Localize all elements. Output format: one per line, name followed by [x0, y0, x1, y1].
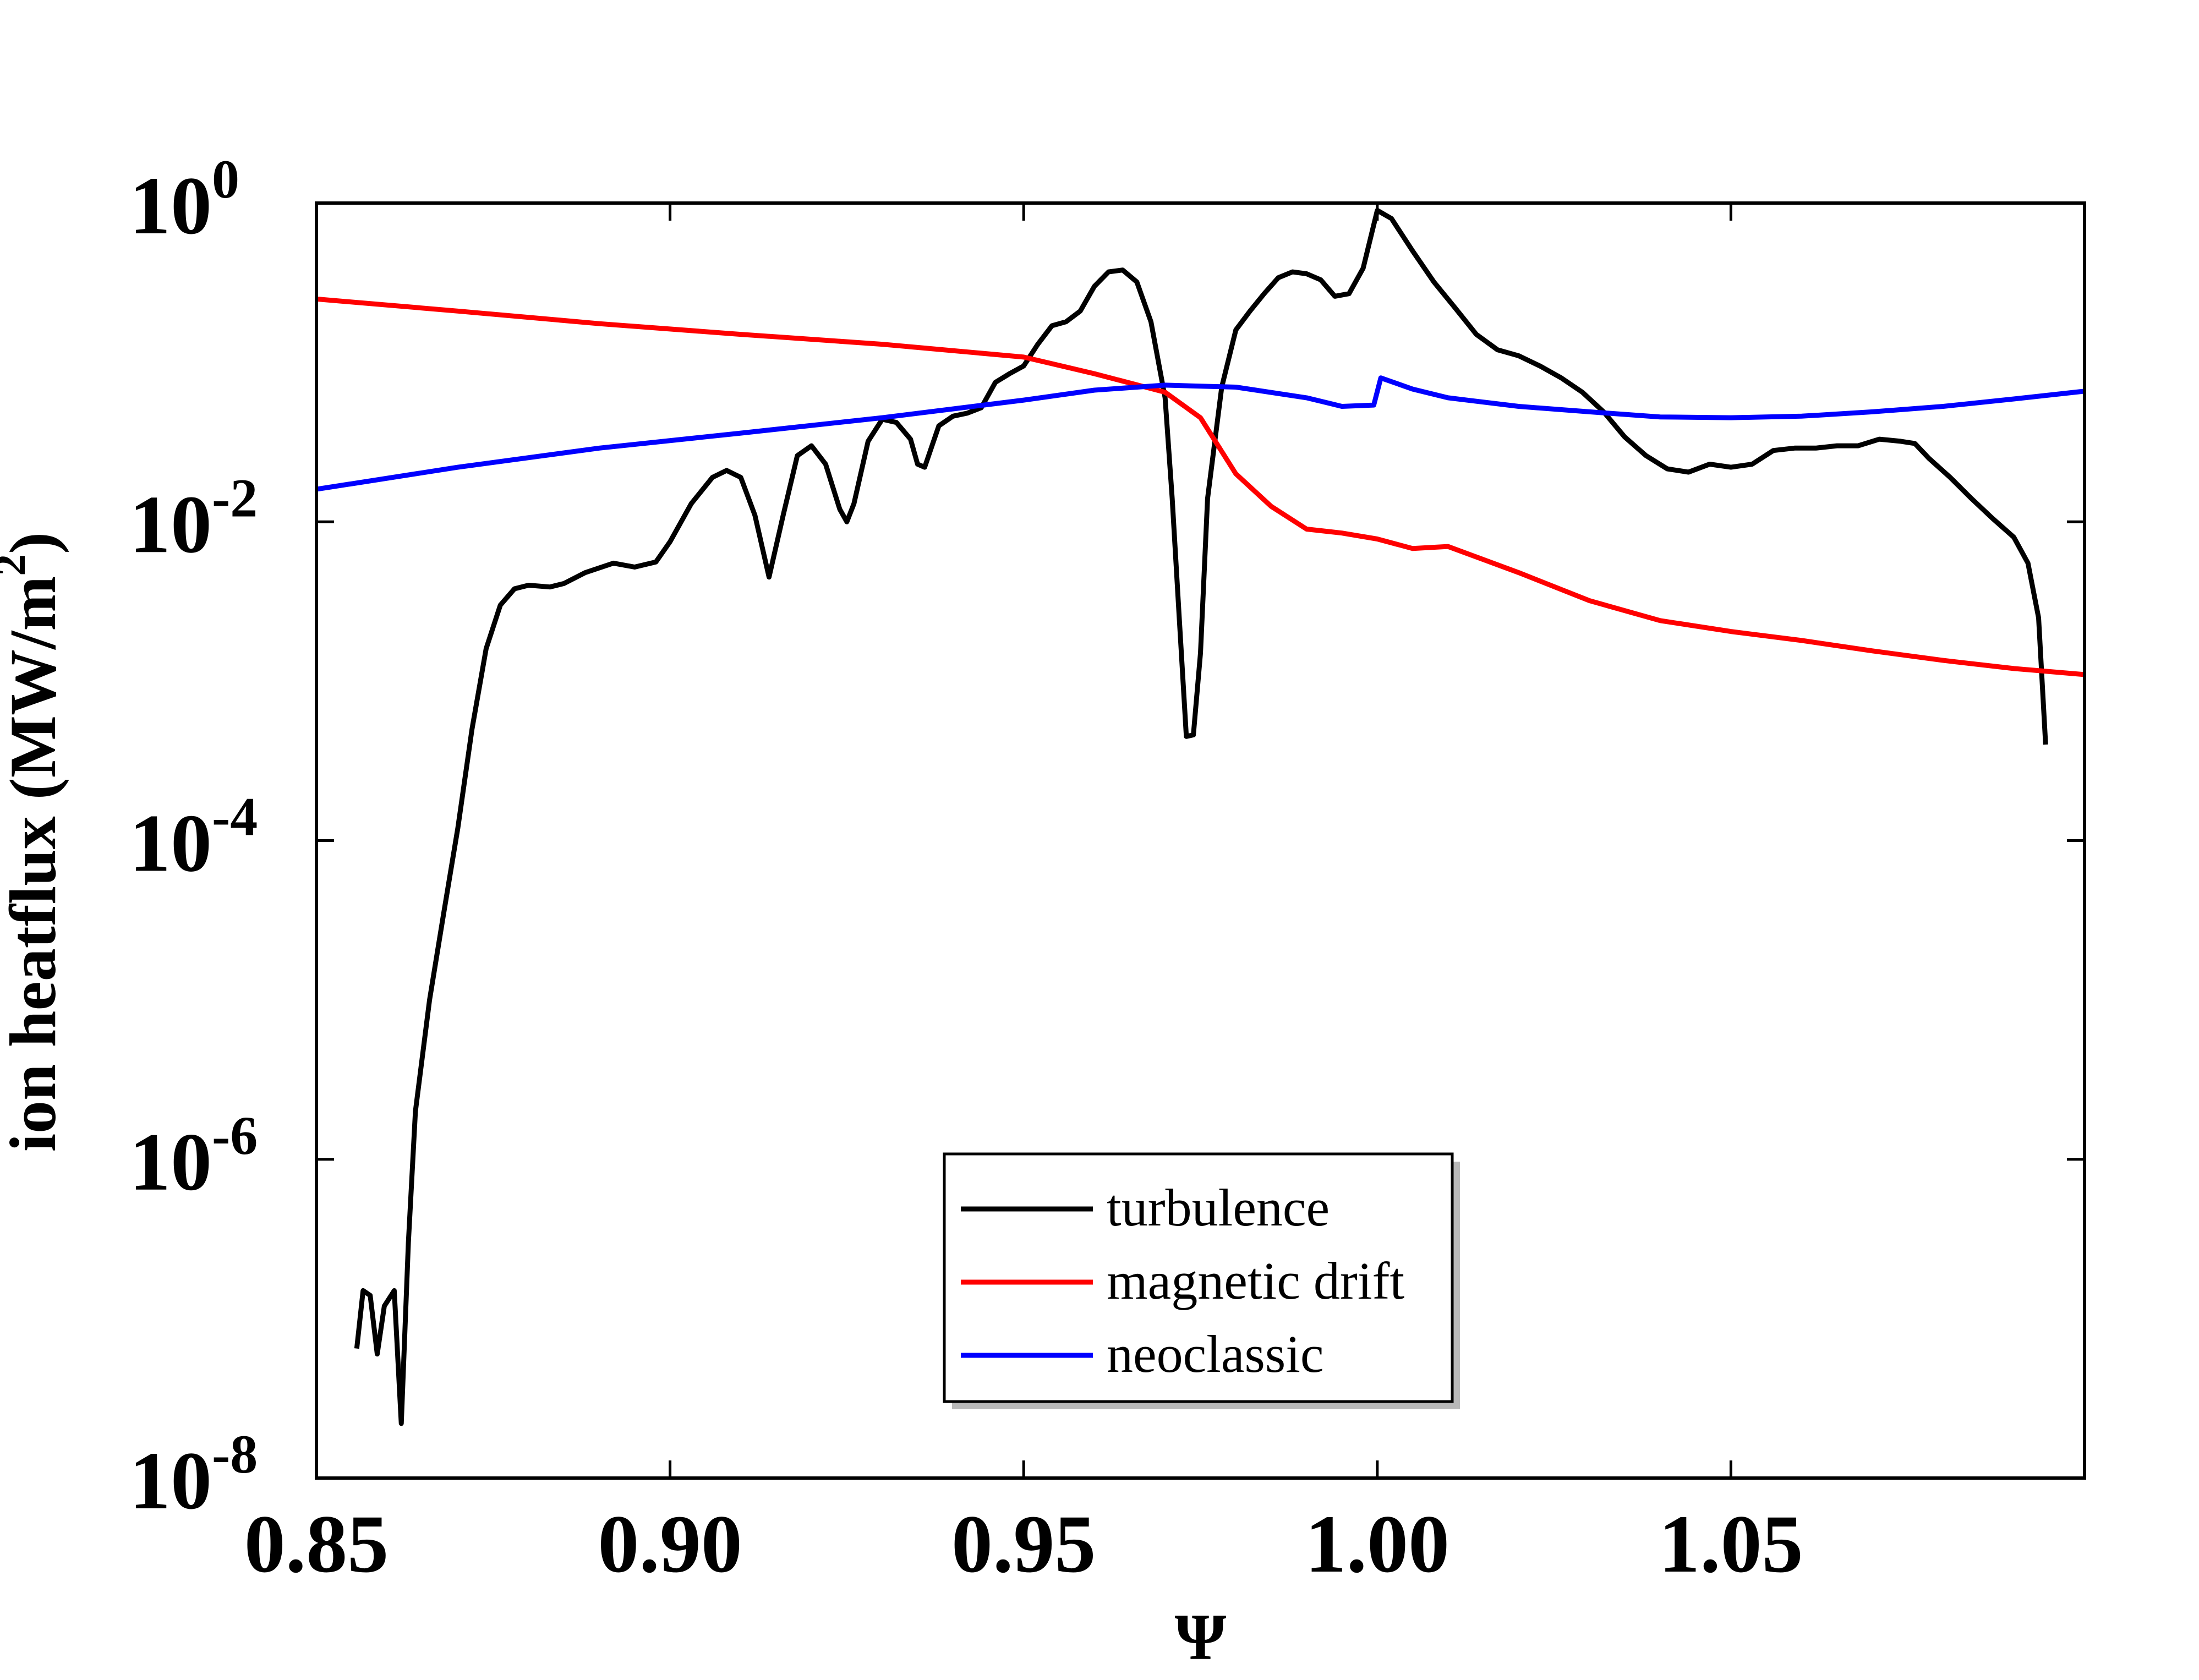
- y-tick-label-base: 10: [129, 479, 212, 570]
- legend-box: [943, 1152, 1454, 1403]
- series-layer: [316, 207, 2085, 1426]
- y-tick-label: 10-6: [129, 1105, 258, 1208]
- series-line-turbulence: [354, 207, 2048, 1426]
- y-tick-label-base: 10: [129, 1117, 212, 1208]
- y-tick-label: 10-2: [129, 467, 258, 570]
- y-axis-title-main: ion heatflux (MW/m: [0, 576, 69, 1152]
- y-tick-label-base: 10: [129, 160, 212, 251]
- y-tick-label-exponent: -8: [212, 1424, 258, 1485]
- legend: turbulence magnetic drift neoclassic: [943, 1152, 1460, 1409]
- y-axis-title: ion heatflux (MW/m2): [0, 532, 69, 1152]
- x-tick-label: 0.90: [598, 1498, 742, 1590]
- y-axis-title-close: ): [0, 532, 69, 554]
- y-tick-label: 10-4: [129, 786, 258, 889]
- series-line-neoclassic: [316, 375, 2085, 492]
- legend-label: neoclassic: [1107, 1325, 1324, 1383]
- y-tick-label: 10-8: [129, 1424, 258, 1526]
- y-tick-label-exponent: -6: [212, 1105, 258, 1166]
- x-tick-label: 1.00: [1305, 1498, 1450, 1590]
- y-tick-label: 100: [129, 149, 239, 251]
- x-tick-label: 0.95: [951, 1498, 1096, 1590]
- x-axis-title: Ψ: [1175, 1600, 1227, 1673]
- x-tick-label: 1.05: [1659, 1498, 1803, 1590]
- y-tick-label-base: 10: [129, 1435, 212, 1526]
- x-tick-label: 0.85: [244, 1498, 389, 1590]
- y-axis-title-sup: 2: [0, 554, 35, 576]
- y-tick-label-exponent: -4: [212, 786, 258, 847]
- y-tick-label-base: 10: [129, 798, 212, 889]
- series-line-magnetic-drift: [316, 296, 2085, 677]
- y-tick-label-exponent: 0: [212, 149, 239, 210]
- y-tick-label-exponent: -2: [212, 467, 258, 528]
- legend-label: magnetic drift: [1107, 1251, 1404, 1310]
- legend-label: turbulence: [1107, 1178, 1330, 1237]
